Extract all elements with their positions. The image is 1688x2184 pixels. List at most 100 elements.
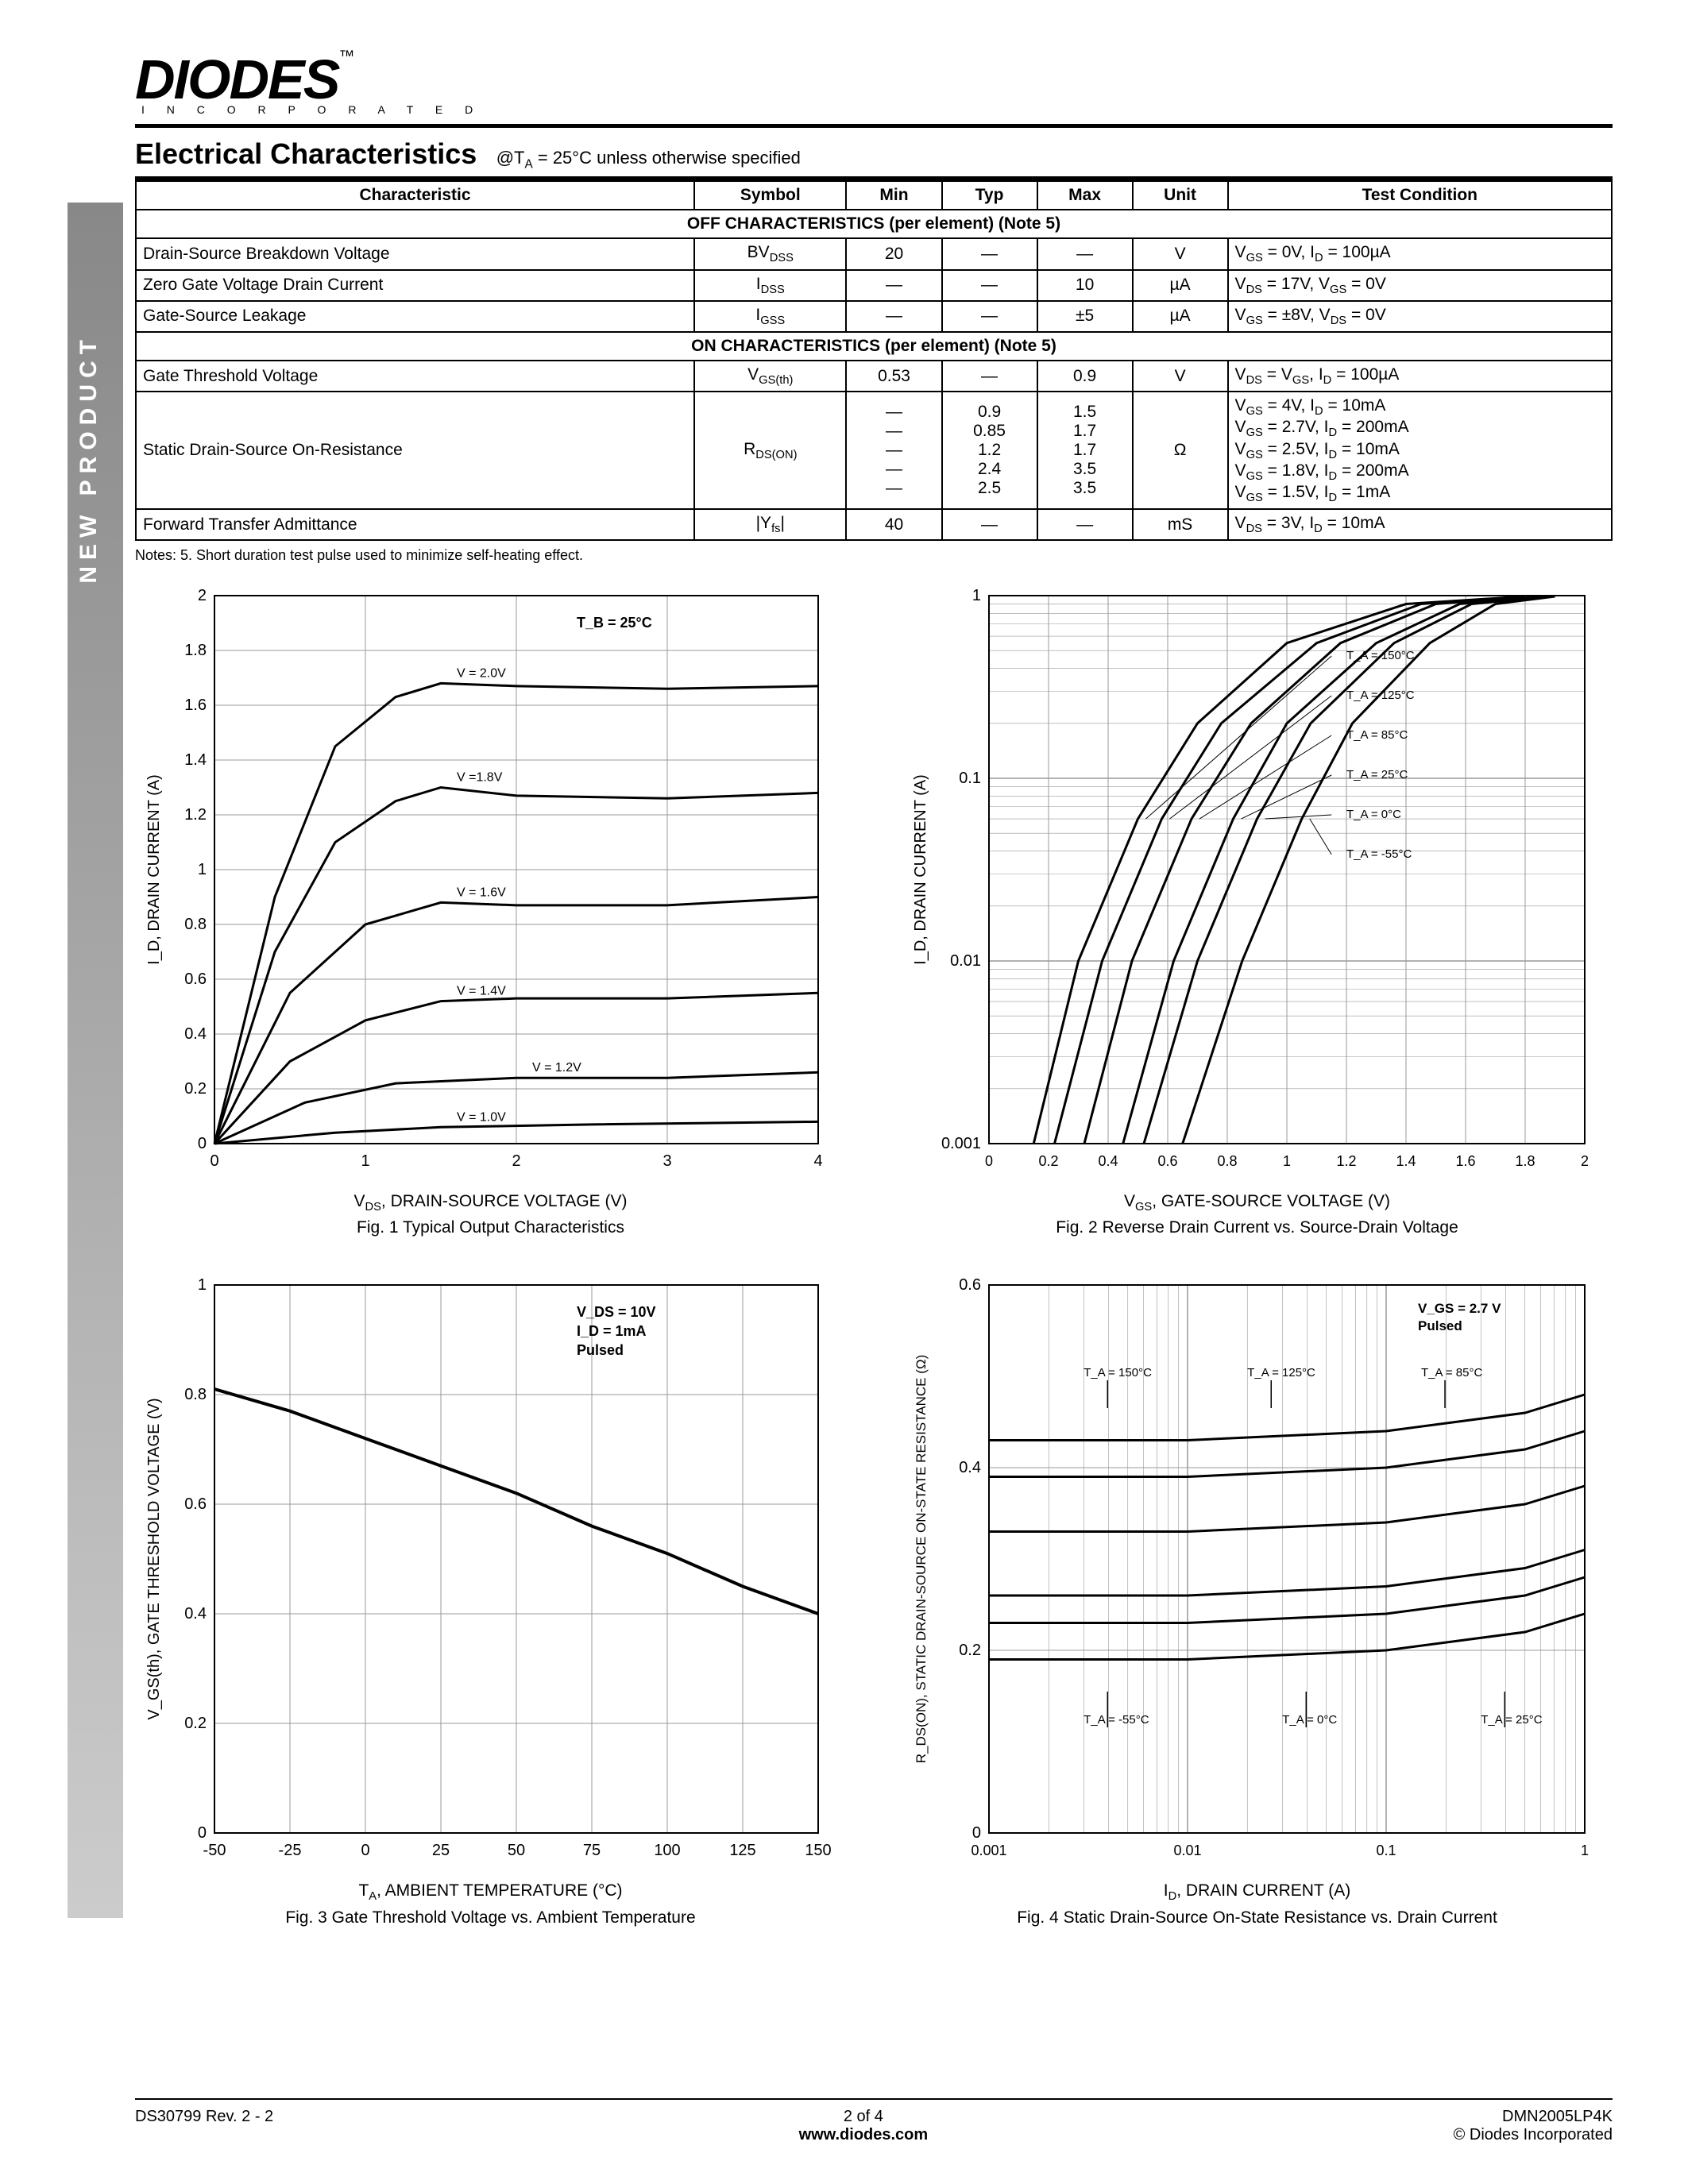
table-cell: — [942,238,1037,269]
svg-text:1.8: 1.8 [1515,1153,1535,1169]
table-cell: IDSS [694,270,846,301]
table-cell: 0.9 [1037,361,1133,392]
svg-text:T_A = 0°C: T_A = 0°C [1346,808,1401,821]
table-cell: 0.53 [846,361,941,392]
svg-text:T_A = 150°C: T_A = 150°C [1083,1366,1152,1379]
footer-url: www.diodes.com [799,2126,929,2144]
svg-text:0: 0 [198,1824,207,1842]
svg-text:0.8: 0.8 [1217,1153,1237,1169]
svg-text:I_D = 1mA: I_D = 1mA [577,1323,647,1339]
svg-text:150: 150 [805,1842,831,1859]
table-cell: VDS = 17V, VGS = 0V [1228,270,1612,301]
col-header: Max [1037,181,1133,210]
svg-text:0.001: 0.001 [971,1843,1006,1858]
col-header: Characteristic [136,181,694,210]
svg-text:0.2: 0.2 [1038,1153,1058,1169]
svg-text:1.8: 1.8 [184,642,207,659]
table-notes: Notes: 5. Short duration test pulse used… [135,547,1613,564]
svg-text:1.6: 1.6 [1455,1153,1475,1169]
svg-text:1.4: 1.4 [184,751,207,769]
svg-text:0.6: 0.6 [1157,1153,1177,1169]
svg-text:-50: -50 [203,1842,226,1859]
fig3-title: Fig. 3 Gate Threshold Voltage vs. Ambien… [135,1908,846,1927]
svg-text:I_D, DRAIN CURRENT (A): I_D, DRAIN CURRENT (A) [912,774,929,965]
svg-text:2: 2 [198,587,207,604]
figure-4: 0.0010.010.1100.20.40.6T_A = 150°CT_A = … [902,1269,1613,1927]
svg-text:0: 0 [210,1152,218,1170]
svg-text:R_DS(ON), STATIC DRAIN-SOURCE: R_DS(ON), STATIC DRAIN-SOURCE ON-STATE R… [914,1355,929,1764]
svg-text:0.01: 0.01 [950,952,981,970]
svg-text:-25: -25 [279,1842,302,1859]
svg-text:0.4: 0.4 [1098,1153,1118,1169]
table-cell: — [846,301,941,332]
svg-text:0.6: 0.6 [959,1276,981,1294]
svg-text:75: 75 [583,1842,601,1859]
svg-text:V = 2.0V: V = 2.0V [457,667,506,681]
svg-text:0.6: 0.6 [184,1495,207,1513]
svg-text:1: 1 [198,861,207,878]
svg-text:V = 1.4V: V = 1.4V [457,985,506,998]
svg-text:T_A = 85°C: T_A = 85°C [1346,728,1408,742]
fig1-title: Fig. 1 Typical Output Characteristics [135,1218,846,1237]
svg-text:0.1: 0.1 [959,770,981,787]
fig2-xlabel: VGS, GATE-SOURCE VOLTAGE (V) [902,1192,1613,1214]
footer-part: DMN2005LP4K [1454,2108,1613,2126]
table-subheader: OFF CHARACTERISTICS (per element) (Note … [136,210,1612,238]
svg-text:T_A = -55°C: T_A = -55°C [1346,847,1412,861]
table-cell: BVDSS [694,238,846,269]
table-cell: — [942,301,1037,332]
table-cell: 1.51.71.73.53.5 [1037,392,1133,509]
table-cell: Static Drain-Source On-Resistance [136,392,694,509]
svg-text:0.1: 0.1 [1376,1843,1396,1858]
svg-text:125: 125 [729,1842,755,1859]
svg-text:1.4: 1.4 [1396,1153,1416,1169]
table-cell: µA [1133,270,1228,301]
col-header: Unit [1133,181,1228,210]
table-cell: — [846,270,941,301]
table-cell: ————— [846,392,941,509]
table-cell: V [1133,238,1228,269]
col-header: Test Condition [1228,181,1612,210]
table-cell: VDS = VGS, ID = 100µA [1228,361,1612,392]
svg-text:T_A = -55°C: T_A = -55°C [1083,1713,1149,1727]
logo-subtext: I N C O R P O R A T E D [141,103,1613,116]
footer-left: DS30799 Rev. 2 - 2 [135,2108,273,2144]
svg-text:100: 100 [654,1842,680,1859]
table-cell: VGS = ±8V, VDS = 0V [1228,301,1612,332]
svg-text:0.001: 0.001 [941,1135,981,1152]
svg-text:Pulsed: Pulsed [1418,1318,1462,1333]
table-cell: VGS(th) [694,361,846,392]
svg-text:0.4: 0.4 [184,1605,207,1623]
svg-text:V =1.8V: V =1.8V [457,771,503,785]
section-condition: @TA = 25°C unless otherwise specified [496,148,801,168]
svg-text:2: 2 [512,1152,520,1170]
svg-text:T_A = 25°C: T_A = 25°C [1481,1713,1542,1727]
table-cell: — [942,509,1037,540]
svg-text:4: 4 [813,1152,822,1170]
svg-text:0.2: 0.2 [184,1080,207,1098]
col-header: Typ [942,181,1037,210]
svg-text:V_DS = 10V: V_DS = 10V [577,1304,656,1320]
rule-top [135,124,1613,128]
table-cell: — [1037,509,1133,540]
logo: DIODES™ I N C O R P O R A T E D [135,48,1613,116]
table-cell: 40 [846,509,941,540]
col-header: Min [846,181,941,210]
table-cell: — [942,361,1037,392]
svg-text:0.8: 0.8 [184,916,207,933]
svg-text:0: 0 [972,1824,981,1842]
svg-text:I_D, DRAIN CURRENT (A): I_D, DRAIN CURRENT (A) [145,774,163,965]
svg-text:T_A = 25°C: T_A = 25°C [1346,768,1408,781]
logo-text: DIODES [135,48,338,110]
sidebar-label: NEW PRODUCT [75,334,102,584]
col-header: Symbol [694,181,846,210]
table-cell: Gate-Source Leakage [136,301,694,332]
table-cell: 0.90.851.22.42.5 [942,392,1037,509]
table-cell: Zero Gate Voltage Drain Current [136,270,694,301]
figure-2: 00.20.40.60.811.21.41.61.820.0010.010.11… [902,580,1613,1237]
svg-text:0: 0 [985,1153,993,1169]
svg-text:1.2: 1.2 [1336,1153,1356,1169]
fig1-xlabel: VDS, DRAIN-SOURCE VOLTAGE (V) [135,1192,846,1214]
svg-text:V = 1.2V: V = 1.2V [532,1061,581,1075]
svg-text:1: 1 [1581,1843,1589,1858]
